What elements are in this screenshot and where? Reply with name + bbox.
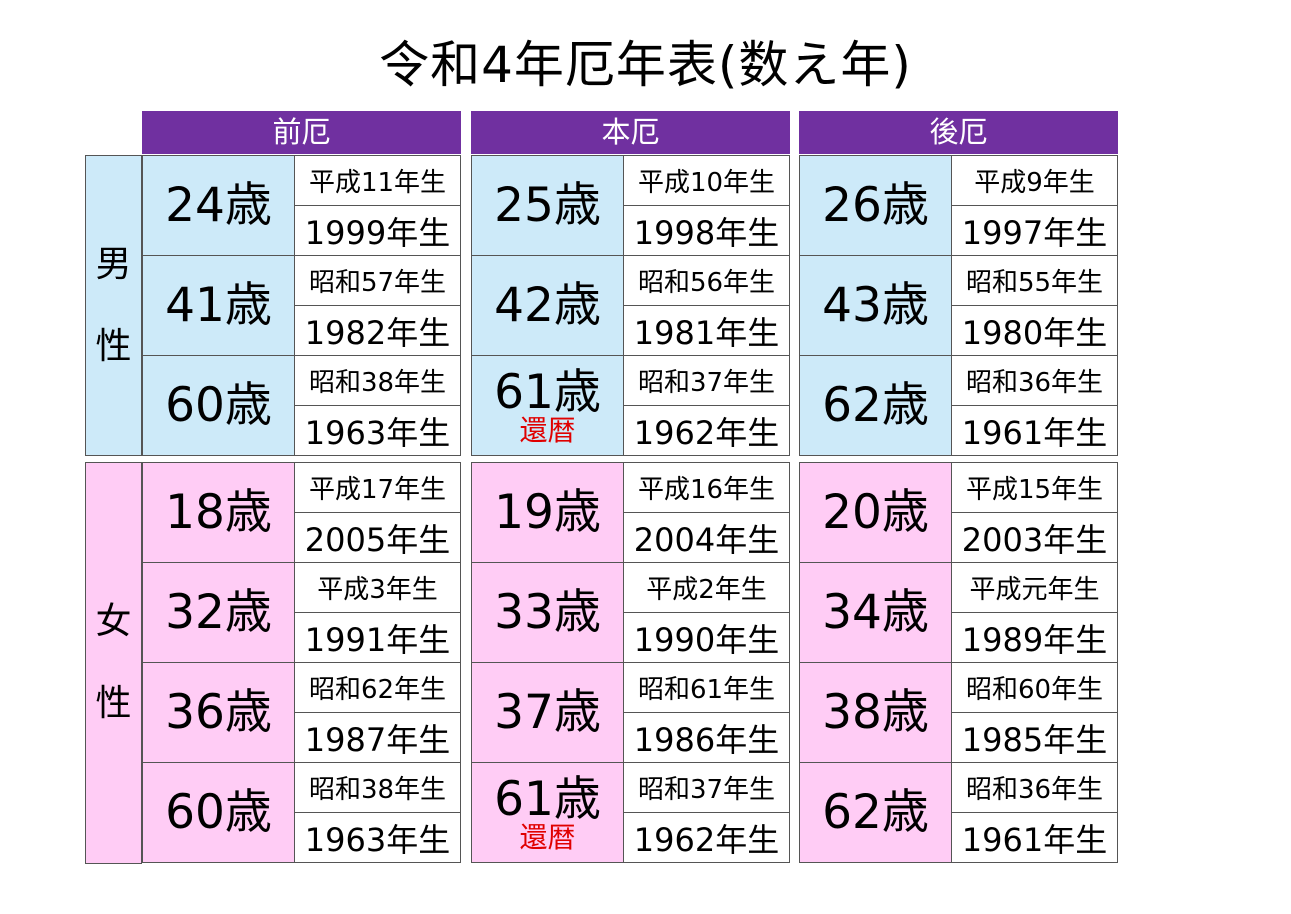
male-age-cell: 43歳 <box>799 255 952 356</box>
era-birth-year: 昭和56年生 <box>623 255 790 306</box>
era-birth-year: 平成元年生 <box>951 562 1118 613</box>
male-age-cell: 25歳 <box>471 155 624 256</box>
western-birth-year: 1961年生 <box>951 405 1118 456</box>
western-birth-year: 1987年生 <box>294 712 461 763</box>
era-birth-year: 平成2年生 <box>623 562 790 613</box>
western-birth-year: 1963年生 <box>294 812 461 863</box>
age-value: 43歳 <box>822 277 929 333</box>
female-age-cell: 37歳 <box>471 662 624 763</box>
female-age-cell: 32歳 <box>142 562 295 663</box>
male-label-char-2: 性 <box>95 325 132 367</box>
era-birth-year: 昭和55年生 <box>951 255 1118 306</box>
western-birth-year: 1980年生 <box>951 305 1118 356</box>
female-age-cell: 20歳 <box>799 462 952 563</box>
western-birth-year: 1990年生 <box>623 612 790 663</box>
western-birth-year: 1999年生 <box>294 205 461 256</box>
age-value: 32歳 <box>165 584 272 640</box>
western-birth-year: 2004年生 <box>623 512 790 563</box>
page-title: 令和4年厄年表(数え年) <box>379 36 912 94</box>
era-birth-year: 平成11年生 <box>294 155 461 206</box>
age-value: 33歳 <box>494 584 601 640</box>
western-birth-year: 1961年生 <box>951 812 1118 863</box>
era-birth-year: 昭和61年生 <box>623 662 790 713</box>
female-age-cell: 38歳 <box>799 662 952 763</box>
western-birth-year: 1963年生 <box>294 405 461 456</box>
female-age-cell: 34歳 <box>799 562 952 663</box>
age-value: 19歳 <box>494 484 601 540</box>
male-age-cell: 42歳 <box>471 255 624 356</box>
female-age-cell: 33歳 <box>471 562 624 663</box>
age-value: 60歳 <box>165 784 272 840</box>
kanreki-label: 還暦 <box>519 413 576 447</box>
female-age-cell: 61歳 還暦 <box>471 762 624 863</box>
era-birth-year: 昭和36年生 <box>951 355 1118 406</box>
male-age-cell: 60歳 <box>142 355 295 456</box>
age-value: 36歳 <box>165 684 272 740</box>
male-age-cell: 41歳 <box>142 255 295 356</box>
female-age-cell: 36歳 <box>142 662 295 763</box>
header-maeyaku: 前厄 <box>142 111 461 154</box>
age-value: 26歳 <box>822 177 929 233</box>
western-birth-year: 1997年生 <box>951 205 1118 256</box>
era-birth-year: 昭和37年生 <box>623 355 790 406</box>
western-birth-year: 1981年生 <box>623 305 790 356</box>
western-birth-year: 1985年生 <box>951 712 1118 763</box>
western-birth-year: 1962年生 <box>623 812 790 863</box>
female-age-cell: 62歳 <box>799 762 952 863</box>
era-birth-year: 平成9年生 <box>951 155 1118 206</box>
western-birth-year: 1989年生 <box>951 612 1118 663</box>
era-birth-year: 昭和62年生 <box>294 662 461 713</box>
western-birth-year: 1986年生 <box>623 712 790 763</box>
era-birth-year: 昭和37年生 <box>623 762 790 813</box>
era-birth-year: 昭和36年生 <box>951 762 1118 813</box>
age-value: 61歳 <box>494 364 601 420</box>
age-value: 41歳 <box>165 277 272 333</box>
female-label: 女 性 <box>85 462 142 864</box>
era-birth-year: 昭和38年生 <box>294 762 461 813</box>
era-birth-year: 昭和57年生 <box>294 255 461 306</box>
western-birth-year: 2003年生 <box>951 512 1118 563</box>
western-birth-year: 1962年生 <box>623 405 790 456</box>
age-value: 20歳 <box>822 484 929 540</box>
era-birth-year: 平成3年生 <box>294 562 461 613</box>
age-value: 60歳 <box>165 377 272 433</box>
male-age-cell: 61歳 還暦 <box>471 355 624 456</box>
era-birth-year: 平成10年生 <box>623 155 790 206</box>
male-age-cell: 24歳 <box>142 155 295 256</box>
female-age-cell: 18歳 <box>142 462 295 563</box>
age-value: 18歳 <box>165 484 272 540</box>
female-age-cell: 60歳 <box>142 762 295 863</box>
era-birth-year: 昭和38年生 <box>294 355 461 406</box>
female-label-char-1: 女 <box>95 601 132 642</box>
female-label-char-2: 性 <box>95 683 132 724</box>
age-value: 34歳 <box>822 584 929 640</box>
header-atoyaku: 後厄 <box>799 111 1118 154</box>
age-value: 25歳 <box>494 177 601 233</box>
kanreki-label: 還暦 <box>519 820 576 854</box>
era-birth-year: 昭和60年生 <box>951 662 1118 713</box>
header-honyaku: 本厄 <box>471 111 790 154</box>
age-value: 37歳 <box>494 684 601 740</box>
male-label-char-1: 男 <box>95 243 132 285</box>
age-value: 24歳 <box>165 177 272 233</box>
western-birth-year: 1998年生 <box>623 205 790 256</box>
age-value: 62歳 <box>822 377 929 433</box>
western-birth-year: 1991年生 <box>294 612 461 663</box>
western-birth-year: 2005年生 <box>294 512 461 563</box>
age-value: 61歳 <box>494 771 601 827</box>
era-birth-year: 平成17年生 <box>294 462 461 513</box>
female-age-cell: 19歳 <box>471 462 624 563</box>
age-value: 42歳 <box>494 277 601 333</box>
male-age-cell: 26歳 <box>799 155 952 256</box>
age-value: 62歳 <box>822 784 929 840</box>
male-label: 男 性 <box>85 155 142 456</box>
male-age-cell: 62歳 <box>799 355 952 456</box>
western-birth-year: 1982年生 <box>294 305 461 356</box>
age-value: 38歳 <box>822 684 929 740</box>
era-birth-year: 平成15年生 <box>951 462 1118 513</box>
era-birth-year: 平成16年生 <box>623 462 790 513</box>
